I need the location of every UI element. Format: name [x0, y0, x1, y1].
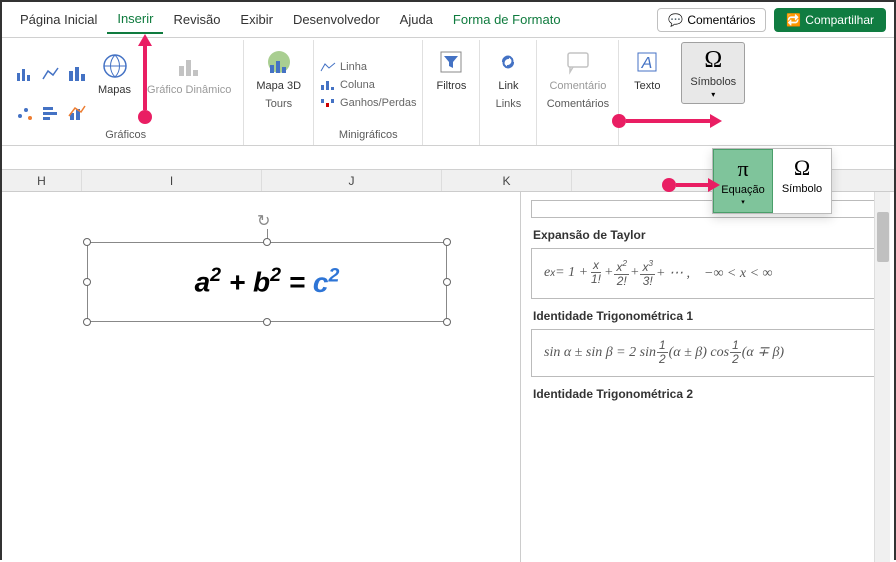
tab-help[interactable]: Ajuda — [390, 6, 443, 33]
sparkline-line[interactable]: Linha — [320, 60, 416, 74]
ribbon: Mapas Gráfico Dinâmico Gráficos Mapa 3D … — [2, 38, 894, 146]
comments-ribbon-group-label: Comentários — [547, 96, 609, 112]
col-h-J[interactable]: J — [262, 170, 442, 191]
resize-handle[interactable] — [443, 318, 451, 326]
tours-group: Mapa 3D Tours — [244, 40, 314, 145]
annotation-pointer-3 — [662, 178, 676, 192]
link-label: Link — [498, 80, 518, 92]
panel-scrollbar[interactable] — [874, 192, 890, 562]
maps-label: Mapas — [98, 84, 131, 96]
omega-dd-icon: Ω — [794, 155, 810, 181]
col-h-H[interactable]: H — [2, 170, 82, 191]
sparklines-group: Linha Coluna Ganhos/Perdas Minigráficos — [314, 40, 423, 145]
dropdown-symbol[interactable]: Ω Símbolo — [773, 149, 831, 213]
pi-icon: π — [737, 156, 748, 182]
chart-scatter-icon[interactable] — [14, 103, 36, 123]
equations-panel: Expansão de Taylor ex = 1 + x1! + x22! +… — [520, 192, 890, 562]
symbols-dropdown: π Equação ▾ Ω Símbolo — [712, 148, 832, 214]
comment-button[interactable]: Comentário — [543, 42, 612, 96]
sparklines-group-label: Minigráficos — [339, 127, 398, 143]
comments-ribbon-group: Comentário Comentários — [537, 40, 619, 145]
symbols-button[interactable]: Ω Símbolos ▾ — [681, 42, 745, 104]
tab-home[interactable]: Página Inicial — [10, 6, 107, 33]
text-button[interactable]: A Texto — [625, 42, 669, 96]
dropdown-symbol-label: Símbolo — [782, 183, 822, 195]
maps-button[interactable]: Mapas — [92, 46, 137, 100]
tab-insert[interactable]: Inserir — [107, 5, 163, 34]
comment-icon: 💬 — [668, 13, 683, 27]
symbols-label: Símbolos — [690, 76, 736, 88]
dropdown-equation-label: Equação — [721, 184, 764, 196]
resize-handle[interactable] — [263, 318, 271, 326]
text-label: Texto — [634, 80, 660, 92]
map3d-icon — [263, 46, 295, 78]
comment-ribbon-icon — [562, 46, 594, 78]
resize-handle[interactable] — [83, 278, 91, 286]
links-group-label: Links — [496, 96, 522, 112]
charts-group: Mapas Gráfico Dinâmico Gráficos — [8, 40, 244, 145]
text-icon: A — [631, 46, 663, 78]
sparkline-column[interactable]: Coluna — [320, 78, 416, 92]
tab-developer[interactable]: Desenvolvedor — [283, 6, 390, 33]
dropdown-equation[interactable]: π Equação ▾ — [713, 149, 773, 213]
map3d-label: Mapa 3D — [256, 80, 301, 92]
chart-combo-icon[interactable] — [66, 103, 88, 123]
annotation-pointer-2 — [612, 114, 626, 128]
symbols-group: Ω Símbolos ▾ — [675, 40, 751, 145]
annotation-pointer-1 — [138, 110, 152, 124]
pivot-chart-label: Gráfico Dinâmico — [147, 84, 231, 96]
panel-trig2-title: Identidade Trigonométrica 2 — [533, 387, 880, 401]
share-icon: 🔁 — [786, 13, 801, 27]
omega-icon: Ω — [704, 47, 722, 74]
resize-handle[interactable] — [263, 238, 271, 246]
rotate-handle[interactable]: ↻ — [257, 211, 270, 231]
scroll-thumb[interactable] — [877, 212, 889, 262]
svg-text:A: A — [641, 55, 653, 72]
chart-hist-icon[interactable] — [66, 64, 88, 84]
tab-review[interactable]: Revisão — [163, 6, 230, 33]
filters-group: Filtros — [423, 40, 480, 145]
share-button[interactable]: 🔁 Compartilhar — [774, 8, 886, 32]
charts-group-label: Gráficos — [105, 127, 146, 143]
filters-button[interactable]: Filtros — [429, 42, 473, 96]
comments-button[interactable]: 💬 Comentários — [657, 8, 766, 32]
globe-icon — [99, 50, 131, 82]
text-group: A Texto — [619, 40, 675, 145]
equation-text: a2 + b2 = c2 — [195, 264, 340, 299]
tours-group-label: Tours — [265, 96, 292, 112]
filters-label: Filtros — [436, 80, 466, 92]
pivot-chart-button[interactable]: Gráfico Dinâmico — [141, 46, 237, 100]
link-icon — [492, 46, 524, 78]
pivot-chart-icon — [173, 50, 205, 82]
panel-taylor-title: Expansão de Taylor — [533, 228, 880, 242]
chart-line-icon[interactable] — [40, 64, 62, 84]
sparkline-line-label: Linha — [340, 61, 367, 73]
resize-handle[interactable] — [443, 238, 451, 246]
comment-ribbon-label: Comentário — [549, 80, 606, 92]
sparkline-wl-label: Ganhos/Perdas — [340, 97, 416, 109]
tab-shape-format[interactable]: Forma de Formato — [443, 6, 571, 33]
worksheet[interactable]: ↻ a2 + b2 = c2 Expansão de Taylor ex = 1… — [2, 192, 894, 562]
sparkline-winloss[interactable]: Ganhos/Perdas — [320, 96, 416, 110]
map3d-button[interactable]: Mapa 3D — [250, 42, 307, 96]
share-label: Compartilhar — [805, 13, 874, 27]
panel-taylor-formula[interactable]: ex = 1 + x1! + x22! + x33! + ⋯ , −∞ < x … — [531, 248, 880, 299]
chart-col-icon[interactable] — [14, 64, 36, 84]
sparkline-col-label: Coluna — [340, 79, 375, 91]
tab-view[interactable]: Exibir — [230, 6, 283, 33]
resize-handle[interactable] — [83, 318, 91, 326]
resize-handle[interactable] — [83, 238, 91, 246]
links-group: Link Links — [480, 40, 537, 145]
comments-label: Comentários — [687, 13, 755, 27]
equation-shape[interactable]: ↻ a2 + b2 = c2 — [87, 242, 447, 322]
chart-bar-icon[interactable] — [40, 103, 62, 123]
col-h-I[interactable]: I — [82, 170, 262, 191]
resize-handle[interactable] — [443, 278, 451, 286]
col-h-K[interactable]: K — [442, 170, 572, 191]
panel-trig1-formula[interactable]: sin α ± sin β = 2 sin12(α ± β) cos12(α ∓… — [531, 329, 880, 377]
filter-icon — [435, 46, 467, 78]
link-button[interactable]: Link — [486, 42, 530, 96]
panel-trig1-title: Identidade Trigonométrica 1 — [533, 309, 880, 323]
ribbon-tabs: Página Inicial Inserir Revisão Exibir De… — [2, 2, 894, 38]
